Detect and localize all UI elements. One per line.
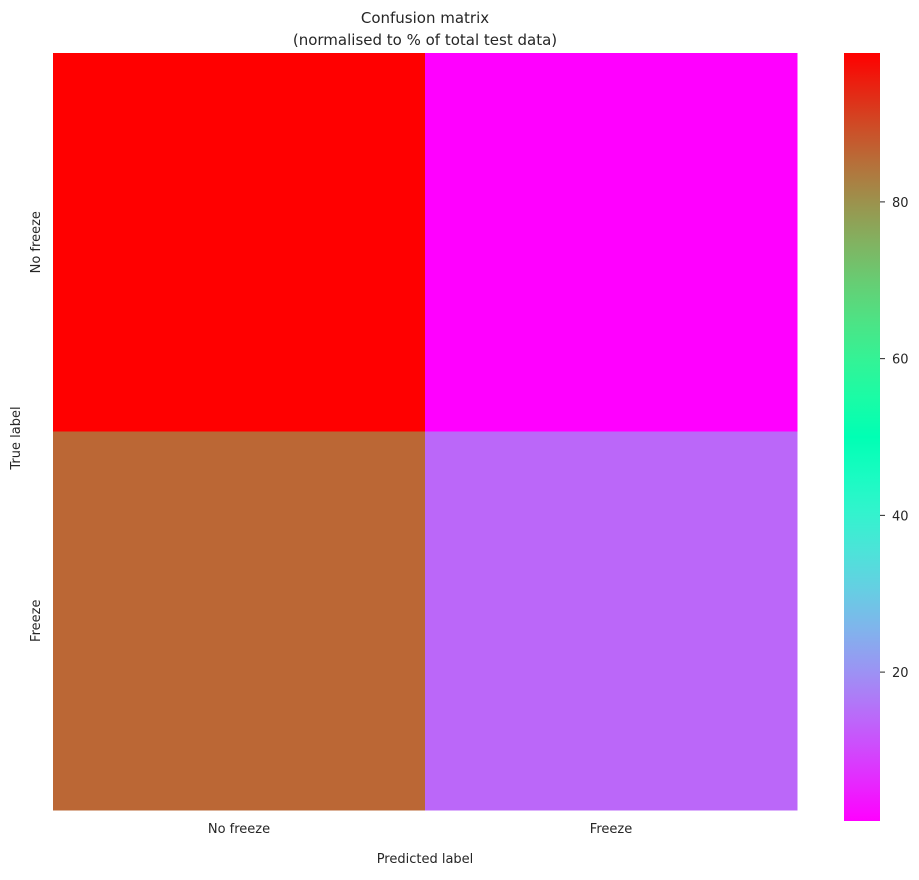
heatmap-cells <box>53 53 798 811</box>
colorbar <box>844 53 880 821</box>
x-axis-label: Predicted label <box>377 852 474 867</box>
colorbar-ticks: 20 40 60 80 <box>880 196 909 681</box>
colorbar-tick-label: 40 <box>892 509 909 524</box>
y-tick-label: Freeze <box>29 600 44 642</box>
y-tick-label: No freeze <box>29 211 44 273</box>
x-tick-label: Freeze <box>590 822 632 837</box>
heatmap-cell <box>425 53 798 432</box>
colorbar-tick-label: 80 <box>892 196 909 211</box>
heatmap-cell <box>53 53 426 432</box>
colorbar-tick-label: 20 <box>892 666 909 681</box>
chart-title: Confusion matrix <box>361 9 489 27</box>
heatmap-cell <box>425 431 798 811</box>
y-axis-label: True label <box>9 406 24 470</box>
heatmap-cell <box>53 431 426 811</box>
chart-subtitle: (normalised to % of total test data) <box>293 31 557 49</box>
colorbar-tick-label: 60 <box>892 353 909 368</box>
y-tick-labels: No freeze Freeze <box>29 211 44 642</box>
x-tick-labels: No freeze Freeze <box>208 822 632 837</box>
x-tick-label: No freeze <box>208 822 270 837</box>
